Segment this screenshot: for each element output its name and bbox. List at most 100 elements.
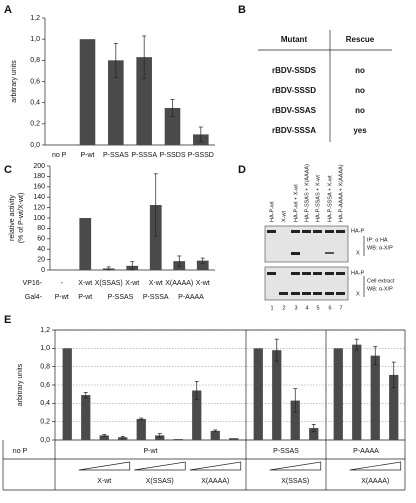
bar <box>62 348 72 440</box>
x-tick-label: P-wt <box>81 152 95 159</box>
bar <box>149 205 162 270</box>
band <box>291 272 300 275</box>
y-tick-label: 160 <box>33 184 45 191</box>
panel-label: D <box>238 164 246 176</box>
table-cell: no <box>355 106 365 115</box>
band-label: HA-P <box>351 228 364 234</box>
subgroup-label: X(SSAS) <box>281 478 309 485</box>
y-tick-label: 0,0 <box>40 437 50 444</box>
bar <box>192 390 202 440</box>
band <box>267 272 276 275</box>
band <box>291 230 300 233</box>
row-label: Gal4- <box>25 294 43 301</box>
bar <box>136 418 146 440</box>
x-tick-label: X(AAAA) <box>165 280 193 287</box>
subgroup-label: X(SSAS) <box>146 478 174 485</box>
x-tick-label: P-SSSD <box>188 152 214 159</box>
lane-label: HA-P-SSSA + X-wt <box>327 175 333 222</box>
bar <box>253 348 263 440</box>
y-tick-label: 100 <box>33 215 45 222</box>
y-tick-label: 140 <box>33 194 45 201</box>
titration-wedge <box>269 461 322 471</box>
y-tick-label: 180 <box>33 173 45 180</box>
lane-label: HA-P-wt + X-wt <box>293 184 299 222</box>
band <box>313 230 322 233</box>
lane-label: X-wt <box>281 211 287 222</box>
bar <box>370 355 380 440</box>
group-label: P-SSAS <box>108 294 134 301</box>
bar <box>272 350 282 440</box>
band <box>313 272 322 275</box>
group-label: P-wt <box>144 448 158 455</box>
y-axis-label: (% of P-wt/X-wt) <box>18 193 25 244</box>
panel-label: A <box>4 4 12 16</box>
subgroup-label: X-wt <box>97 478 111 485</box>
group-label: no P <box>13 448 28 455</box>
band <box>302 272 311 275</box>
x-tick-label: no P <box>52 152 67 159</box>
group-label: P-wt <box>78 294 92 301</box>
bar <box>333 348 343 440</box>
lane-label: HA-P-wt <box>269 201 275 222</box>
band <box>336 272 345 275</box>
group-label: P-AAAA <box>178 294 204 301</box>
x-tick-label: P-SSAS <box>103 152 129 159</box>
lane-number: 4 <box>305 305 308 311</box>
row-label: VP16- <box>23 280 43 287</box>
table-header: Mutant <box>281 35 308 44</box>
bar <box>79 218 92 270</box>
bar <box>155 435 165 440</box>
blot-box <box>264 266 349 301</box>
subgroup-label: X(AAAA) <box>201 478 229 485</box>
titration-wedge <box>189 461 242 471</box>
bar <box>210 430 220 440</box>
band <box>325 272 334 275</box>
group-label: P-AAAA <box>353 448 379 455</box>
x-tick-label: X-wt <box>78 280 92 287</box>
y-tick-label: 0 <box>41 267 45 274</box>
bar <box>118 437 128 440</box>
band <box>267 230 276 233</box>
band <box>336 292 345 295</box>
panel-label: E <box>4 314 11 326</box>
titration-wedge <box>349 461 402 471</box>
y-tick-label: 0,4 <box>30 100 40 107</box>
lane-label: HA-P-SSAS + X(AAAA) <box>304 164 310 222</box>
table-cell: rBDV-SSAS <box>272 106 317 115</box>
band <box>291 252 300 255</box>
y-tick-label: 1,0 <box>40 345 50 352</box>
y-tick-label: 0,0 <box>30 142 40 149</box>
y-tick-label: 0,8 <box>30 57 40 64</box>
band <box>325 252 334 254</box>
y-axis-label: relative activity <box>9 195 16 241</box>
band <box>291 292 300 295</box>
subgroup-label: X(AAAA) <box>361 478 389 485</box>
table-cell: rBDV-SSSD <box>272 86 316 95</box>
lane-number: 5 <box>316 305 319 311</box>
y-tick-label: 20 <box>37 256 45 263</box>
y-axis-label: arbitrary units <box>17 363 24 406</box>
x-tick-label: P-SSDS <box>159 152 185 159</box>
band <box>302 292 311 295</box>
bar <box>229 438 239 440</box>
y-tick-label: 0,4 <box>40 400 50 407</box>
rescue-table: Mutant Rescue rBDV-SSDS no rBDV-SSSD no … <box>258 30 392 142</box>
y-tick-label: 0,8 <box>40 364 50 371</box>
x-tick-label: - <box>61 280 64 287</box>
y-tick-label: 1,2 <box>40 327 50 334</box>
lane-number: 6 <box>328 305 331 311</box>
bar <box>173 439 183 440</box>
band-label: X <box>356 291 360 297</box>
bar <box>196 260 209 270</box>
x-tick-label: X-wt <box>149 280 163 287</box>
y-tick-label: 0,2 <box>40 419 50 426</box>
y-tick-label: 200 <box>33 163 45 170</box>
titration-wedge <box>78 461 131 471</box>
band-label: HA-P <box>351 270 364 276</box>
x-tick-label: X-wt <box>125 280 139 287</box>
bar <box>352 344 362 440</box>
titration-wedge <box>134 461 186 471</box>
blot-caption: Cell extract <box>367 278 395 284</box>
lane-number: 7 <box>339 305 342 311</box>
y-tick-label: 0,6 <box>40 382 50 389</box>
